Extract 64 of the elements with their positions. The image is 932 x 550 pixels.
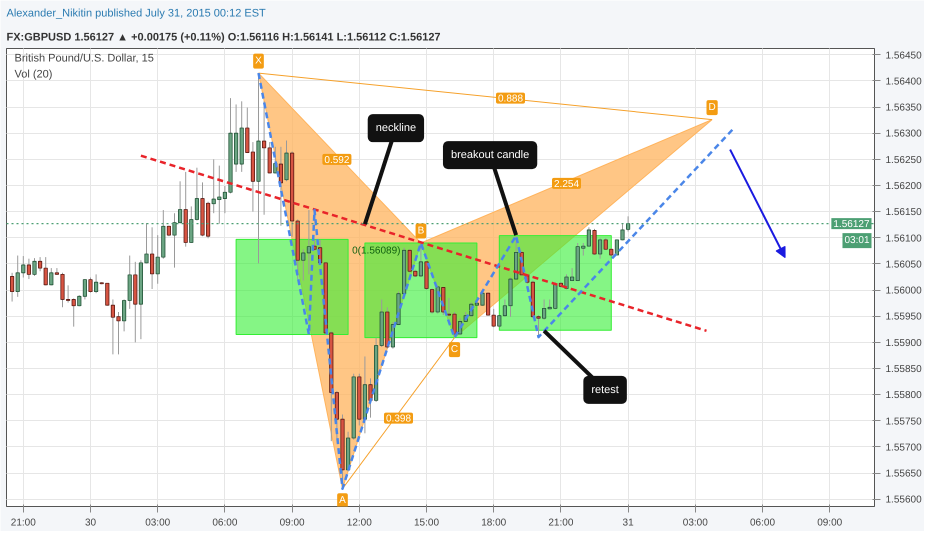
x-tick-label: 09:00 — [280, 518, 306, 528]
y-tick-label: 1.55750 — [886, 416, 922, 428]
y-tick-label: 1.56350 — [886, 102, 922, 114]
annotation: D — [708, 102, 716, 114]
candlestick — [626, 216, 630, 232]
annotation: 2.254 — [554, 178, 580, 190]
x-tick-label: 15:00 — [414, 518, 440, 528]
x-tick-label: 18:00 — [481, 518, 507, 528]
annotation: Vol (20) — [14, 68, 52, 80]
candlestick — [166, 225, 171, 237]
annotation: 03:01 — [844, 235, 870, 246]
x-tick-label: 12:00 — [346, 518, 372, 528]
y-tick-label: 1.55800 — [886, 390, 922, 402]
y-tick-label: 1.56250 — [886, 154, 922, 166]
candlestick — [49, 268, 54, 286]
annotation: neckline — [376, 122, 416, 134]
y-tick-label: 1.56000 — [886, 286, 922, 297]
annotation: C — [450, 344, 458, 356]
x-tick-label: 21:00 — [548, 518, 574, 528]
y-tick-label: 1.55650 — [886, 468, 922, 480]
annotation: 0.398 — [386, 414, 412, 425]
annotation: 0.888 — [498, 94, 524, 105]
annotation: retest — [591, 384, 619, 396]
x-tick-label: 06:00 — [750, 518, 776, 528]
annotation: B — [418, 225, 425, 236]
candlestick — [88, 277, 93, 294]
candlestick — [592, 228, 597, 256]
x-tick-label: 03:00 — [145, 518, 171, 528]
candlestick — [150, 226, 154, 290]
x-tick-label: 31 — [622, 518, 634, 528]
x-tick-label: 03:00 — [682, 518, 708, 528]
x-tick-label: 30 — [84, 518, 96, 528]
text: Alexander_Nikitin published July 31, 2015 00:12 EST — [6, 8, 266, 20]
x-tick-label: 09:00 — [817, 518, 843, 528]
x-tick-label: 06:00 — [212, 518, 238, 528]
annotation: 0.592 — [324, 154, 350, 166]
annotation: X — [255, 56, 262, 67]
candlestick — [32, 258, 37, 276]
y-tick-label: 1.56300 — [886, 128, 922, 140]
ref-line-label: 1.56127 — [833, 219, 870, 230]
x-tick-label: 21:00 — [10, 518, 36, 528]
y-tick-label: 1.56200 — [886, 180, 922, 192]
annotation: A — [339, 495, 346, 506]
y-tick-label: 1.56100 — [886, 233, 922, 244]
candlestick — [26, 258, 31, 280]
candlestick — [598, 238, 602, 260]
candlestick — [278, 146, 283, 226]
y-tick-label: 1.55600 — [886, 494, 922, 506]
chart-subtitle: FX:GBPUSD 1.56127 ▲ +0.00175 (+0.11%) O:1.56116 H:1.56141 L:1.56112 C:1.56127 — [6, 32, 441, 44]
candlestick — [94, 274, 98, 294]
line-series — [257, 72, 736, 490]
annotation: breakout candle — [450, 149, 530, 162]
y-tick-label: 1.55700 — [886, 442, 922, 454]
y-tick-label: 1.56450 — [886, 50, 922, 62]
y-tick-label: 1.55900 — [886, 338, 922, 349]
candlestick — [430, 288, 434, 314]
y-tick-label: 1.55950 — [886, 312, 922, 323]
chart-title: British Pound/U.S. Dollar, 15 — [14, 52, 154, 64]
candlestick — [418, 242, 423, 278]
y-tick-label: 1.56050 — [886, 259, 922, 270]
candlestick — [10, 272, 14, 302]
y-tick-label: 1.56150 — [886, 207, 922, 218]
y-tick-label: 1.55850 — [886, 364, 922, 375]
y-tick-label: 1.56400 — [886, 76, 922, 88]
